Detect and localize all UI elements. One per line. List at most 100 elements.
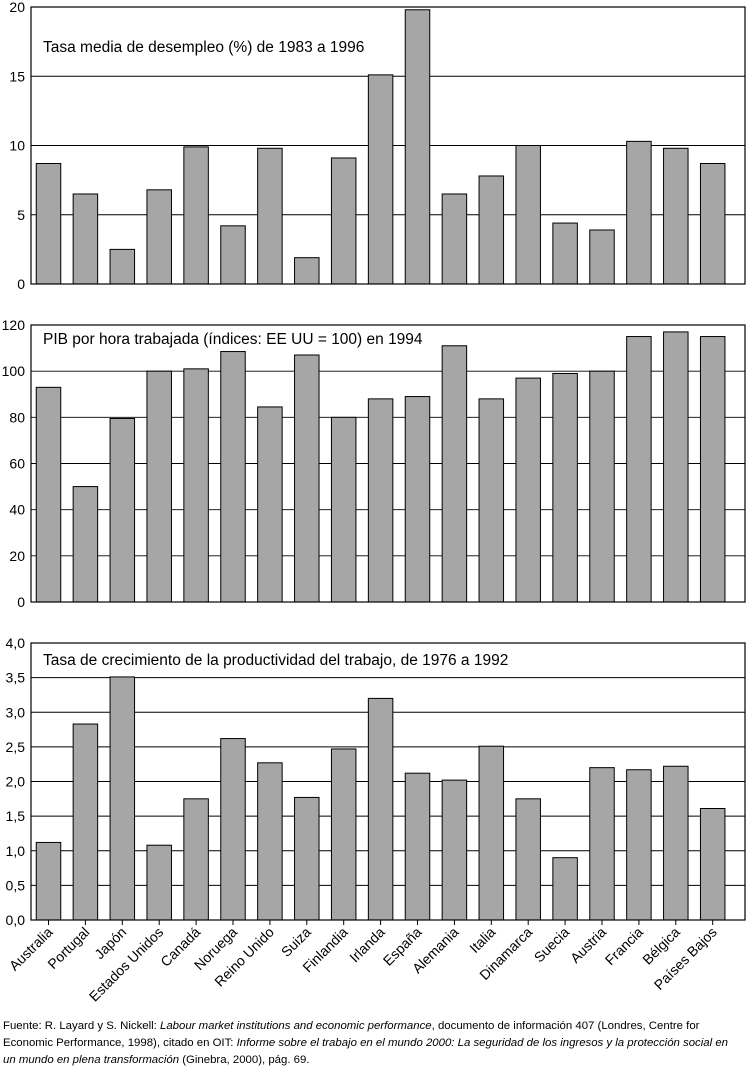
bar <box>441 193 468 285</box>
y-tick-label: 10 <box>9 138 25 154</box>
y-tick-label: 100 <box>2 363 26 379</box>
bar <box>220 351 246 603</box>
y-tick-label: 5 <box>17 207 25 223</box>
bar <box>663 765 689 921</box>
plot-frame <box>30 642 746 921</box>
bar <box>441 345 468 603</box>
bar <box>72 723 99 921</box>
source-suffix: (Ginebra, 2000), pág. 69. <box>179 1054 310 1066</box>
bar <box>626 140 652 285</box>
source-note: Fuente: R. Layard y S. Nickell: Labour m… <box>3 1018 743 1069</box>
bar <box>589 767 615 921</box>
bar <box>367 697 394 921</box>
plot-frame <box>30 324 746 603</box>
chart-panel-1: 0 5 10 15 20 Tasa media de desempleo (%) de 1… <box>9 0 746 292</box>
bar <box>183 146 209 285</box>
bar <box>257 406 283 603</box>
y-tick-label: 20 <box>9 0 25 15</box>
bar <box>663 331 689 603</box>
category-label: Portugal <box>44 924 92 972</box>
source-middle: , documento de información 407 (Londres,… <box>3 1020 700 1049</box>
bar <box>330 416 357 603</box>
bar <box>146 189 172 285</box>
category-label: Francia <box>602 924 646 968</box>
bar <box>220 225 246 285</box>
bar <box>404 772 431 921</box>
bar <box>109 417 136 603</box>
bar <box>294 257 320 285</box>
bar <box>699 808 726 921</box>
y-tick-label: 40 <box>9 502 25 518</box>
bar <box>294 796 320 921</box>
bar <box>626 769 652 921</box>
bar <box>183 798 209 921</box>
y-tick-label: 80 <box>9 409 25 425</box>
bar <box>404 9 431 285</box>
category-label: Suecia <box>531 924 573 966</box>
y-tick-label: 1,0 <box>6 843 26 859</box>
bar <box>35 163 62 285</box>
bar <box>294 354 320 603</box>
bar <box>367 74 394 285</box>
y-tick-label: 0 <box>17 594 25 610</box>
bar <box>478 745 505 921</box>
bar <box>35 841 62 921</box>
bar <box>478 398 505 603</box>
chart-title: Tasa de crecimiento de la productividad … <box>43 652 508 669</box>
bar <box>478 175 505 285</box>
category-label: Italia <box>466 924 498 956</box>
source-prefix: Fuente: R. Layard y S. Nickell: <box>3 1020 160 1032</box>
y-tick-label: 0 <box>17 276 25 292</box>
plot-frame <box>30 6 746 285</box>
chart-title: Tasa media de desempleo (%) de 1983 a 19… <box>43 39 364 56</box>
bar <box>441 779 468 921</box>
bar <box>72 486 99 603</box>
bar <box>109 676 136 921</box>
bar <box>515 377 541 603</box>
y-tick-label: 120 <box>2 317 26 333</box>
y-tick-label: 3,5 <box>6 670 26 686</box>
chart-panel-2: 0 20 40 60 80 100 120 PIB por hora trabajada (í… <box>2 317 746 610</box>
bar <box>589 370 615 603</box>
bar <box>183 368 209 603</box>
bar <box>552 857 578 921</box>
y-tick-label: 20 <box>9 548 25 564</box>
bar <box>257 147 283 285</box>
y-tick-label: 0,5 <box>6 877 26 893</box>
y-tick-label: 1,5 <box>6 808 26 824</box>
y-tick-label: 60 <box>9 456 25 472</box>
bar <box>72 193 99 285</box>
bar <box>220 738 246 921</box>
source-title-1: Labour market institutions and economic … <box>160 1020 432 1032</box>
bar <box>515 145 541 285</box>
bar <box>146 370 172 603</box>
source-title-2: Informe sobre el trabajo en el mundo 200… <box>3 1037 728 1066</box>
bar <box>330 748 357 921</box>
bar <box>404 396 431 603</box>
bar <box>663 147 689 285</box>
bar <box>146 844 172 921</box>
bar <box>109 248 136 285</box>
bar <box>699 336 726 603</box>
bar <box>589 229 615 285</box>
bar <box>35 386 62 603</box>
bar <box>699 163 726 285</box>
chart-title: PIB por hora trabajada (índices: EE UU =… <box>43 331 423 348</box>
y-tick-label: 4,0 <box>6 635 26 651</box>
bar <box>552 222 578 285</box>
y-tick-label: 0,0 <box>6 912 26 928</box>
chart-panel-3: 0,0 0,5 1,0 1,5 2,0 2,5 3,0 3,5 4,0 Tasa de creci… <box>6 635 746 1004</box>
bar <box>367 398 394 603</box>
category-label: Austria <box>567 924 609 966</box>
y-tick-label: 2,0 <box>6 774 26 790</box>
bar <box>515 798 541 921</box>
bar <box>257 762 283 921</box>
bar <box>626 336 652 603</box>
category-label: Australia <box>6 924 56 974</box>
y-tick-label: 15 <box>9 68 25 84</box>
bar <box>552 372 578 603</box>
y-tick-label: 2,5 <box>6 739 26 755</box>
y-tick-label: 3,0 <box>6 704 26 720</box>
bar <box>330 157 357 285</box>
